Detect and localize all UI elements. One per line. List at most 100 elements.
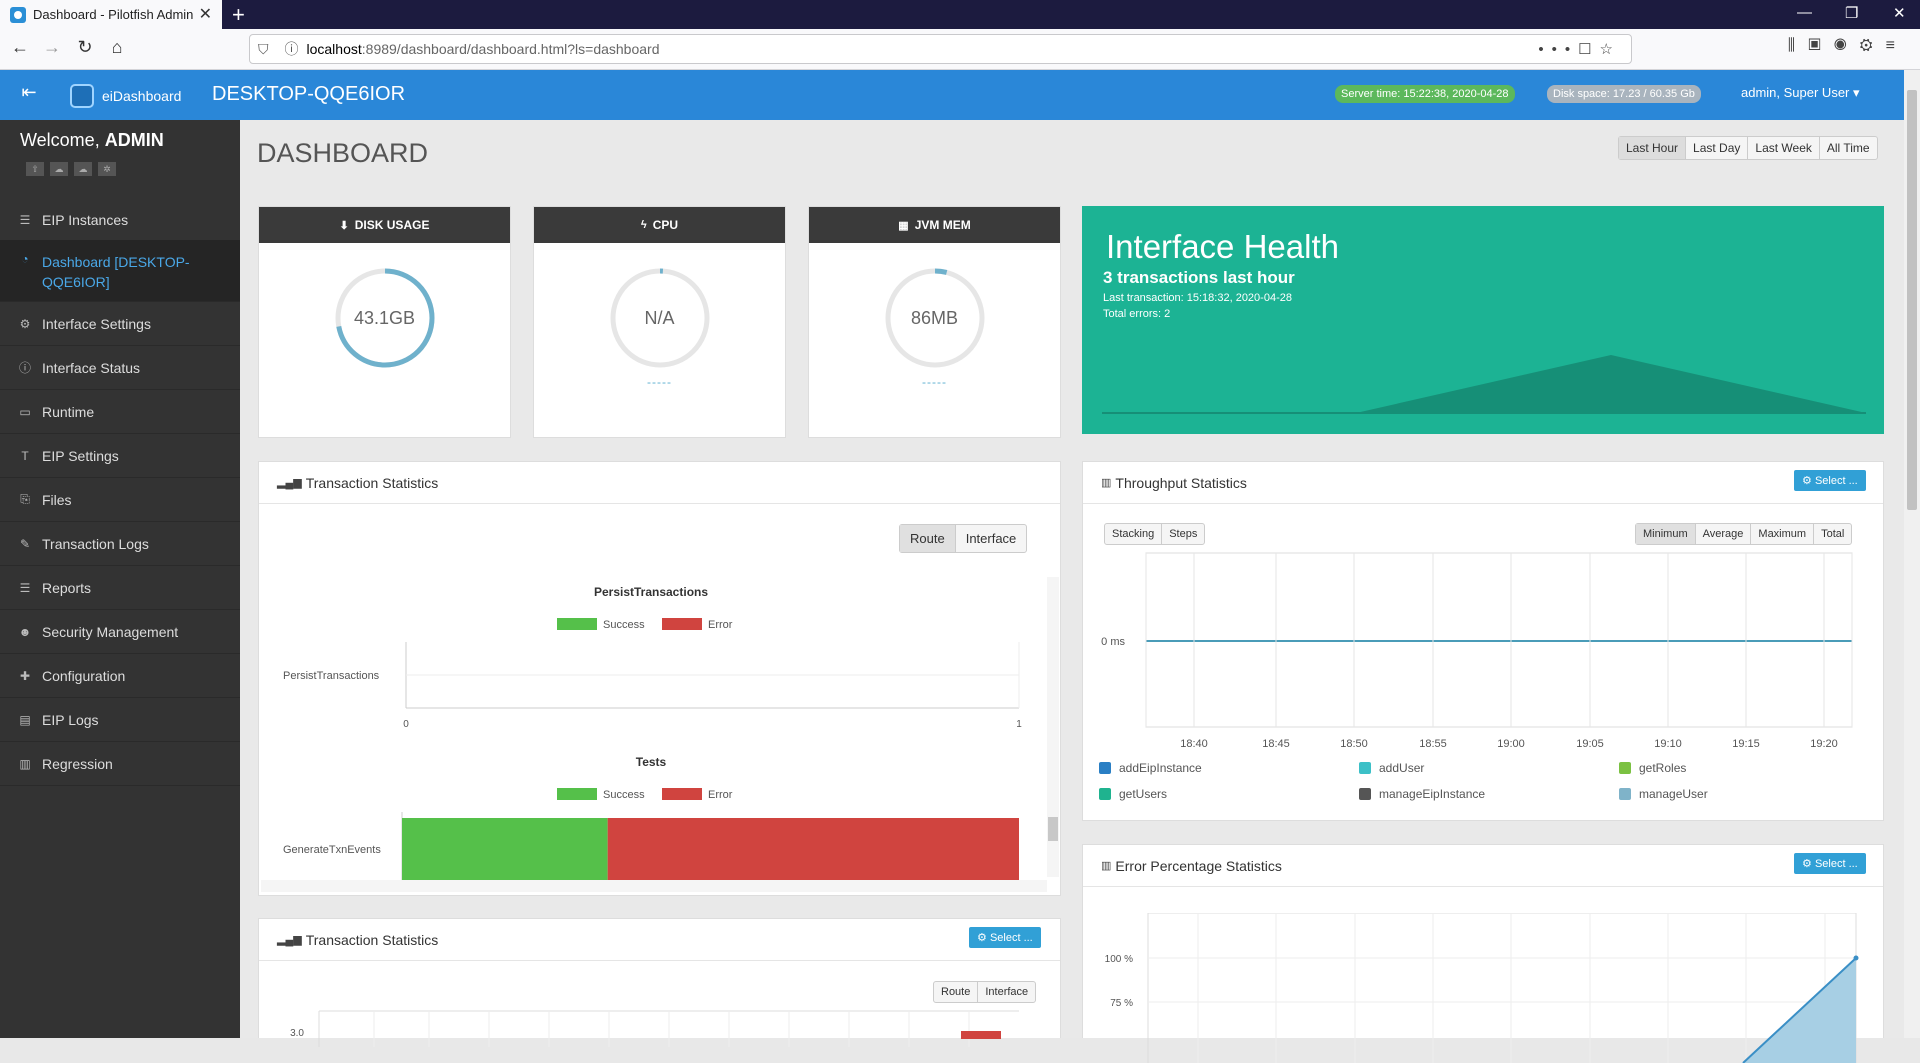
legend-manageEipInstance[interactable]: manageEipInstance bbox=[1359, 787, 1485, 801]
range-all-time[interactable]: All Time bbox=[1818, 137, 1877, 159]
throughput-xtick: 19:00 bbox=[1497, 738, 1525, 750]
back-icon[interactable]: ← bbox=[11, 37, 29, 57]
address-bar[interactable]: ⛉ ⓘ localhost:8989/dashboard/dashboard.h… bbox=[249, 34, 1632, 64]
welcome-actions: ⇧ ☁ ☁ ✲ bbox=[26, 162, 116, 176]
sidebar-item-interface-settings[interactable]: ⚙ Interface Settings bbox=[0, 302, 240, 346]
sidebar-item-eip-instances[interactable]: ☰ EIP Instances bbox=[0, 198, 240, 242]
sidebar-item-label: Interface Settings bbox=[42, 315, 151, 332]
sidebar-item-label: EIP Settings bbox=[42, 447, 119, 464]
sidebar-item-reports[interactable]: ☰ Reports bbox=[0, 566, 240, 610]
route-interface-toggle-2: Route Interface bbox=[933, 981, 1037, 1003]
legend-swatch bbox=[1619, 788, 1631, 800]
page-actions-icon[interactable]: •••☐☆ bbox=[1538, 41, 1621, 58]
range-last-day[interactable]: Last Day bbox=[1685, 137, 1747, 159]
cogs-icon: ⚙ bbox=[19, 316, 31, 331]
signal-icon: ▂▄▆ bbox=[277, 934, 302, 946]
stacking-button[interactable]: Stacking bbox=[1112, 528, 1155, 540]
minimum-button[interactable]: Minimum bbox=[1636, 524, 1695, 544]
interface-button-2[interactable]: Interface bbox=[977, 982, 1035, 1002]
reload-icon[interactable]: ↻ bbox=[77, 37, 93, 57]
brand-name[interactable]: eiDashboard bbox=[102, 88, 182, 104]
bar-chart-icon: ▥ bbox=[1101, 477, 1112, 489]
legend-getRoles[interactable]: getRoles bbox=[1619, 761, 1686, 775]
gear-icon[interactable]: ✲ bbox=[98, 162, 116, 176]
transaction-hscrollbar[interactable] bbox=[261, 880, 1047, 892]
legend-addUser[interactable]: addUser bbox=[1359, 761, 1424, 775]
home-icon[interactable]: ⌂ bbox=[111, 37, 123, 57]
select-button-throughput[interactable]: ⚙ Select ... bbox=[1794, 470, 1866, 491]
sidebar-toggle-icon[interactable]: ⇤ bbox=[21, 82, 37, 102]
disk-gauge-ring bbox=[335, 268, 434, 368]
dashboard-icon: ◔ bbox=[21, 252, 29, 266]
error-point bbox=[1853, 955, 1859, 961]
cpu-gauge: N/A bbox=[609, 267, 711, 369]
close-window-icon[interactable]: ✕ bbox=[1893, 5, 1906, 22]
time-range-selector: Last Hour Last Day Last Week All Time bbox=[1618, 136, 1878, 160]
transaction-vscrollbar[interactable] bbox=[1047, 577, 1059, 877]
legend-getUsers[interactable]: getUsers bbox=[1099, 787, 1167, 801]
steps-button[interactable]: Steps bbox=[1161, 524, 1204, 544]
route-button-2[interactable]: Route bbox=[941, 986, 971, 998]
total-button[interactable]: Total bbox=[1813, 524, 1851, 544]
page-scrollbar[interactable] bbox=[1904, 70, 1920, 1038]
sidebar-item-regression[interactable]: ▥ Regression bbox=[0, 742, 240, 786]
interface-button[interactable]: Interface bbox=[954, 525, 1027, 552]
cloud-download-icon[interactable]: ☁ bbox=[74, 162, 92, 176]
stacking-steps-toggle: Stacking Steps bbox=[1104, 523, 1206, 545]
throughput-ylabel: 0 ms bbox=[1101, 636, 1125, 648]
sidebar-item-dashboard-desktop-qqe6ior[interactable]: ◔ Dashboard [DESKTOP-QQE6IOR] bbox=[0, 240, 240, 302]
select-label: Select ... bbox=[989, 932, 1033, 944]
jvm-mem-card: ▦ JVM MEM 86MB ----- bbox=[808, 206, 1061, 438]
close-tab-icon[interactable]: ✕ bbox=[198, 6, 212, 23]
sidebar-item-eip-settings[interactable]: T EIP Settings bbox=[0, 434, 240, 478]
sidebar-item-label: Dashboard [DESKTOP-QQE6IOR] bbox=[42, 254, 190, 290]
new-tab-icon[interactable]: + bbox=[232, 2, 245, 27]
sidebar-item-interface-status[interactable]: ⓘ Interface Status bbox=[0, 346, 240, 390]
user-menu[interactable]: admin, Super User ▾ bbox=[1741, 85, 1860, 101]
select-button-txn2[interactable]: ⚙ Select ... bbox=[969, 927, 1041, 948]
sidebar-item-configuration[interactable]: ✚ Configuration bbox=[0, 654, 240, 698]
sidebar-item-transaction-logs[interactable]: ✎ Transaction Logs bbox=[0, 522, 240, 566]
error-ytick-75: 75 % bbox=[1110, 998, 1133, 1009]
minimize-icon[interactable]: — bbox=[1797, 4, 1812, 21]
transaction-vscroll-thumb[interactable] bbox=[1048, 817, 1058, 841]
restore-icon[interactable]: ❐ bbox=[1845, 5, 1859, 22]
scrollbar-thumb[interactable] bbox=[1907, 90, 1917, 510]
legend-manageUser[interactable]: manageUser bbox=[1619, 787, 1708, 801]
sidebar-item-eip-logs[interactable]: ▤ EIP Logs bbox=[0, 698, 240, 742]
host-title: DESKTOP-QQE6IOR bbox=[212, 83, 406, 105]
sidebar-item-runtime[interactable]: ▭ Runtime bbox=[0, 390, 240, 434]
sidebar-item-security-management[interactable]: ☻ Security Management bbox=[0, 610, 240, 654]
download-icon: ⬇ bbox=[339, 219, 349, 232]
toolbar-icons[interactable]: ⫼▣◉⚙≡ bbox=[1787, 37, 1908, 54]
route-button[interactable]: Route bbox=[900, 525, 955, 552]
browser-tab[interactable]: Dashboard - Pilotfish Admin ✕ bbox=[0, 0, 222, 29]
legend-swatch bbox=[1619, 762, 1631, 774]
error-pct-label: Error Percentage Statistics bbox=[1115, 857, 1282, 874]
sidebar-item-label: Regression bbox=[42, 755, 113, 772]
error-percentage-panel: ▥ Error Percentage Statistics ⚙ Select ..… bbox=[1082, 844, 1884, 1063]
forward-icon[interactable]: → bbox=[43, 37, 61, 57]
jvm-value: 86MB bbox=[910, 307, 959, 328]
sidebar-item-label: Transaction Logs bbox=[42, 535, 149, 552]
sidebar-item-label: EIP Logs bbox=[42, 711, 99, 728]
upload-icon[interactable]: ⇧ bbox=[26, 162, 44, 176]
maximum-button[interactable]: Maximum bbox=[1750, 524, 1813, 544]
info-icon[interactable]: ⓘ bbox=[284, 41, 299, 57]
legend-addEipInstance[interactable]: addEipInstance bbox=[1099, 761, 1202, 775]
sidebar-item-label: Configuration bbox=[42, 667, 126, 684]
jvm-gauge-ring bbox=[885, 268, 984, 368]
logo-icon bbox=[70, 84, 94, 108]
cloud-upload-icon[interactable]: ☁ bbox=[50, 162, 68, 176]
sidebar-item-label: Security Management bbox=[42, 623, 179, 640]
grid-icon: ▦ bbox=[898, 219, 909, 232]
welcome-user: ADMIN bbox=[104, 130, 164, 150]
sidebar-item-files[interactable]: ⎘ Files bbox=[0, 478, 240, 522]
average-button[interactable]: Average bbox=[1694, 524, 1751, 544]
select-button-error[interactable]: ⚙ Select ... bbox=[1794, 853, 1866, 874]
transaction-chart-2: 3.0 bbox=[290, 1010, 1019, 1047]
range-last-week[interactable]: Last Week bbox=[1747, 137, 1818, 159]
range-last-hour[interactable]: Last Hour bbox=[1619, 137, 1686, 159]
server-time-badge: Server time: 15:22:38, 2020-04-28 bbox=[1335, 85, 1515, 103]
legend-swatch bbox=[1359, 762, 1371, 774]
